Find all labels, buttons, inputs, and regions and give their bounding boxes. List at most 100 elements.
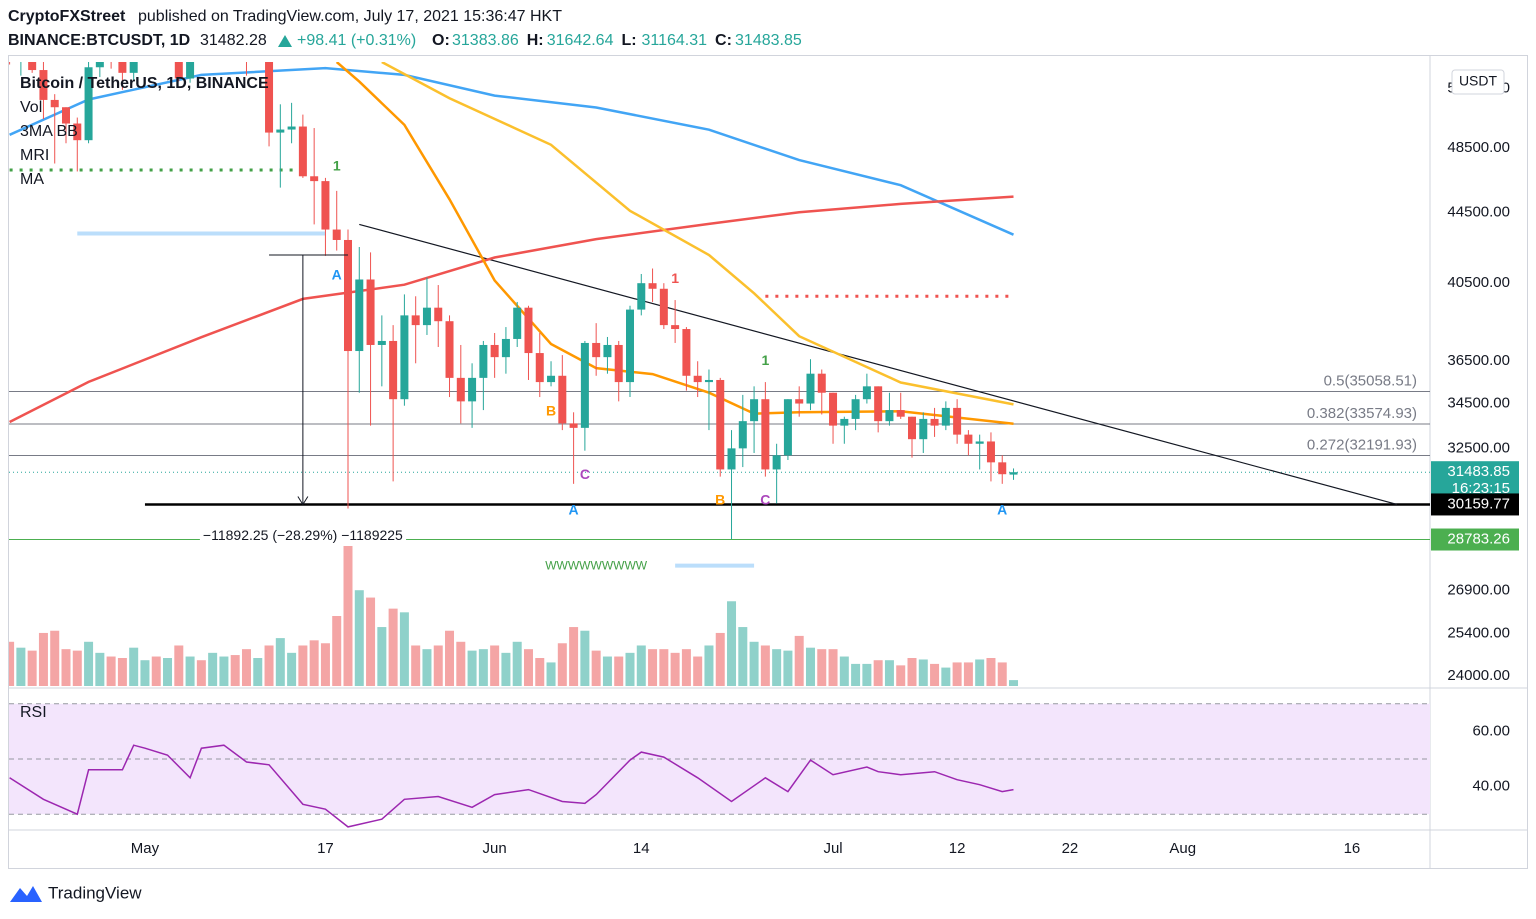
volume-bar — [896, 665, 906, 686]
candle-body — [603, 344, 612, 358]
y-tick-label: 32500.00 — [1447, 439, 1510, 456]
candle-body — [716, 379, 725, 470]
ohlc: O: 31383.86 H: 31642.64 L: 31164.31 C: 31483.85 — [432, 32, 802, 49]
volume-bar — [580, 630, 590, 686]
candle-body — [727, 448, 736, 470]
brand: TradingView — [10, 883, 142, 902]
candle-body — [738, 421, 747, 449]
candle-body — [479, 344, 488, 378]
candle-body — [626, 309, 634, 383]
volume-bar — [445, 630, 455, 686]
x-tick-label: Jul — [823, 840, 842, 857]
rsi-pane — [9, 703, 1430, 828]
volume-bar — [704, 645, 714, 686]
volume-bar — [794, 635, 804, 686]
candle-body — [62, 107, 70, 124]
candle-body — [468, 377, 477, 402]
candle-body — [186, 62, 195, 79]
volume-bar — [27, 650, 37, 686]
currency: USDT — [1459, 73, 1498, 89]
candle-body — [265, 62, 274, 133]
candle-body — [355, 279, 364, 352]
y-tick-label: 36500.00 — [1447, 352, 1510, 369]
candle-body — [287, 126, 296, 130]
volume-bar — [681, 649, 691, 686]
candle-body — [524, 307, 533, 354]
candle-body — [761, 399, 770, 470]
candle-body — [592, 342, 601, 358]
y-tick-label: 26900.00 — [1447, 581, 1510, 598]
candle-body — [637, 283, 646, 310]
volume-bar — [997, 662, 1007, 686]
candle-body — [389, 340, 398, 400]
volume-bar — [693, 656, 703, 686]
x-tick-label: 16 — [1344, 840, 1361, 857]
volume-bar — [320, 643, 330, 686]
volume-bar — [467, 650, 477, 686]
candle-body — [783, 399, 792, 456]
ohlc-value: 31642.64 — [547, 32, 614, 49]
legend-item: 3MA BB — [20, 123, 78, 140]
trendline — [359, 223, 1398, 506]
volume-bar — [569, 627, 579, 686]
brand-name: TradingView — [48, 883, 142, 902]
rsi-line — [9, 744, 1014, 828]
candle-body — [671, 325, 680, 330]
volume-bar — [219, 656, 229, 686]
measure-arrowhead — [297, 496, 309, 506]
volume-bar — [129, 647, 139, 686]
volume-bar — [185, 656, 195, 686]
volume-bar — [230, 655, 240, 686]
candle-body — [704, 379, 713, 383]
x-tick-label: 17 — [317, 840, 334, 857]
volume-bar — [377, 627, 387, 686]
candle-body — [874, 386, 883, 422]
volume-bar — [907, 658, 917, 686]
volume-bar — [275, 638, 285, 686]
sequence-mark: 1 — [761, 352, 769, 368]
volume-bar — [9, 641, 15, 686]
volume-bar — [16, 647, 26, 686]
measure-label-bg — [199, 526, 407, 545]
candle-body — [558, 375, 567, 424]
candle-body — [829, 392, 838, 426]
fib-label: 0.272(32191.93) — [1307, 436, 1417, 453]
y-tick-label: 44500.00 — [1447, 203, 1510, 220]
candle-body — [118, 62, 127, 73]
ohlc-value: 31383.86 — [452, 32, 519, 49]
price-box — [1431, 461, 1519, 500]
candle-body — [795, 399, 804, 404]
ohlc-label: O: — [432, 32, 450, 49]
volume-bar — [456, 641, 466, 686]
candle-body — [377, 340, 386, 345]
volume-bar — [241, 649, 251, 686]
candle-body — [298, 126, 307, 177]
currency-box — [1451, 69, 1505, 95]
candle-body — [659, 288, 668, 326]
candle-body — [693, 375, 702, 383]
price-box-label: 31483.85 — [1447, 463, 1510, 480]
legend-item: MA — [20, 171, 44, 188]
rsi-tick-label: 60.00 — [1472, 722, 1510, 739]
volume-bar — [851, 663, 861, 686]
volume-bar — [84, 641, 94, 686]
volume-bar — [614, 656, 624, 686]
candle-body — [332, 229, 341, 240]
candle-body — [50, 99, 59, 108]
y-tick-label: 40500.00 — [1447, 274, 1510, 291]
volume-bar — [151, 656, 161, 686]
candle-body — [986, 441, 995, 463]
publisher: CryptoFXStreet — [8, 8, 126, 25]
candle-body — [682, 329, 691, 376]
volume-bar — [805, 647, 815, 686]
sequence-mark: C — [580, 466, 590, 482]
candle-body — [535, 353, 544, 383]
price-box — [1431, 493, 1519, 516]
candle-body — [569, 423, 578, 428]
candle-body — [862, 386, 871, 400]
moving-average — [9, 66, 1015, 236]
rsi-tick-label: 40.00 — [1472, 778, 1510, 795]
volume-bar — [366, 597, 376, 686]
volume-bar — [625, 652, 635, 686]
candle-body — [840, 418, 849, 426]
